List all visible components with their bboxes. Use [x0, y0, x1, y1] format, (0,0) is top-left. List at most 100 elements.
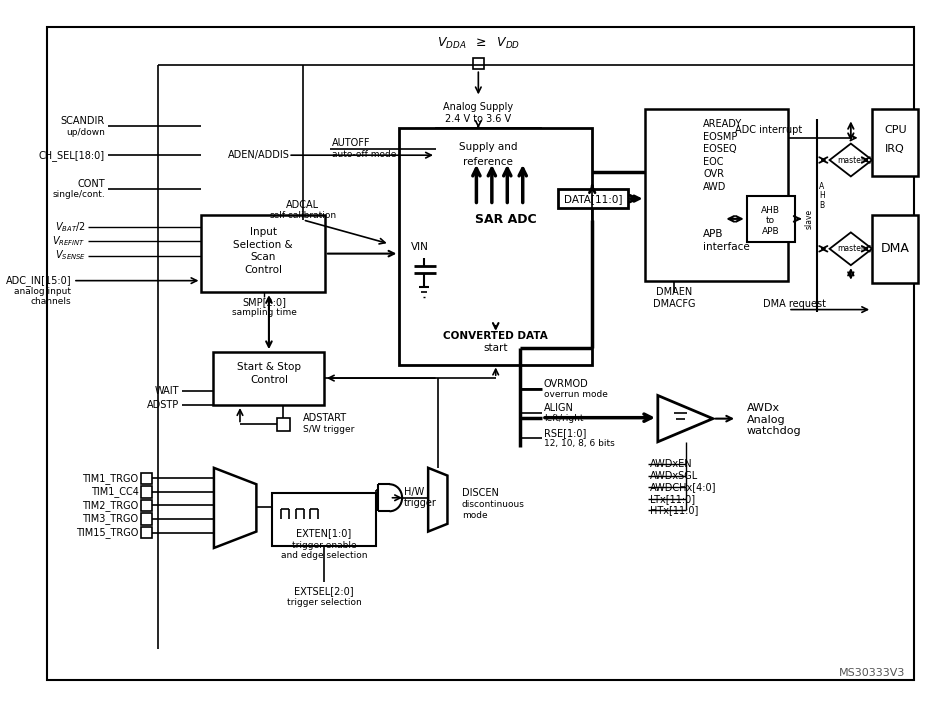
Text: AREADY: AREADY [702, 119, 741, 129]
Text: $V_{REFINT}$: $V_{REFINT}$ [52, 234, 85, 248]
Text: ADC_IN[15:0]: ADC_IN[15:0] [6, 275, 71, 286]
Text: interface: interface [702, 242, 749, 252]
Bar [140, 527, 152, 538]
Bar [871, 215, 918, 283]
Bar [213, 352, 324, 405]
Text: AWDxEN: AWDxEN [650, 459, 692, 469]
Text: DMA: DMA [880, 243, 909, 255]
Text: 2.4 V to 3.6 V: 2.4 V to 3.6 V [445, 114, 510, 124]
Text: DATA[11:0]: DATA[11:0] [563, 194, 622, 204]
Text: AWDCHx[4:0]: AWDCHx[4:0] [650, 482, 715, 492]
Text: master: master [836, 156, 863, 165]
Text: HTx[11:0]: HTx[11:0] [650, 506, 698, 515]
Text: LTx[11:0]: LTx[11:0] [650, 493, 694, 503]
Text: start: start [483, 343, 508, 354]
Text: ADEN/ADDIS: ADEN/ADDIS [228, 150, 290, 160]
Text: CONT: CONT [77, 179, 105, 189]
Text: ADCAL: ADCAL [286, 200, 319, 211]
Text: CPU: CPU [883, 125, 906, 135]
Bar [399, 128, 591, 365]
Bar [558, 189, 627, 209]
Bar [140, 473, 152, 484]
Text: ADSTP: ADSTP [147, 400, 179, 410]
Text: S/W trigger: S/W trigger [303, 425, 354, 434]
Text: Scan: Scan [251, 252, 276, 262]
Text: trigger selection: trigger selection [286, 598, 361, 607]
Bar [140, 513, 152, 525]
Text: OVRMOD: OVRMOD [544, 379, 588, 389]
Text: TIM15_TRGO: TIM15_TRGO [76, 527, 138, 538]
Text: EXTEN[1:0]: EXTEN[1:0] [296, 528, 351, 539]
Text: up/down: up/down [66, 127, 105, 136]
Text: Selection &: Selection & [233, 240, 292, 250]
Text: $V_{BAT}$/2: $V_{BAT}$/2 [55, 220, 85, 233]
Text: auto-off mode: auto-off mode [331, 150, 395, 159]
Text: TIM1_TRGO: TIM1_TRGO [83, 473, 138, 484]
Text: $V_{DDA}$  $\geq$  $V_{DD}$: $V_{DDA}$ $\geq$ $V_{DD}$ [436, 35, 520, 51]
Text: APB: APB [761, 227, 779, 236]
Text: VIN: VIN [410, 242, 428, 252]
Text: APB: APB [702, 229, 723, 240]
Bar [435, 128, 539, 191]
Bar [272, 493, 376, 546]
Text: Control: Control [250, 375, 288, 385]
Text: SAR ADC: SAR ADC [474, 214, 535, 226]
Text: Control: Control [244, 265, 282, 275]
Text: reference: reference [462, 157, 512, 167]
Text: slave: slave [804, 209, 813, 229]
Text: RSE[1:0]: RSE[1:0] [544, 428, 586, 438]
Text: Analog: Analog [746, 414, 784, 425]
Text: TIM2_TRGO: TIM2_TRGO [83, 500, 138, 511]
Text: master: master [836, 245, 863, 253]
Text: ADC interrupt: ADC interrupt [734, 125, 802, 135]
Text: SCANDIR: SCANDIR [60, 117, 105, 127]
Text: self-calibration: self-calibration [269, 211, 336, 221]
Text: DISCEN: DISCEN [461, 488, 498, 498]
Text: $V_{SENSE}$: $V_{SENSE}$ [55, 249, 85, 262]
Text: mode: mode [461, 510, 487, 520]
Text: B: B [818, 201, 823, 210]
Text: to: to [766, 216, 775, 226]
Text: CH_SEL[18:0]: CH_SEL[18:0] [39, 150, 105, 160]
Text: overrun mode: overrun mode [544, 390, 607, 399]
Text: WAIT: WAIT [155, 385, 179, 396]
Text: IRQ: IRQ [884, 144, 904, 154]
Text: AWDxSGL: AWDxSGL [650, 471, 698, 481]
Bar [140, 486, 152, 498]
Text: H/W: H/W [404, 487, 424, 497]
Text: TIM3_TRGO: TIM3_TRGO [83, 513, 138, 525]
Text: OVR: OVR [702, 170, 724, 180]
Text: DMACFG: DMACFG [652, 299, 695, 309]
Text: ADSTART: ADSTART [303, 413, 346, 423]
Text: EOSEQ: EOSEQ [702, 144, 736, 154]
Text: and edge selection: and edge selection [280, 551, 367, 560]
Text: AWDx: AWDx [746, 403, 779, 413]
Bar [871, 109, 918, 177]
Bar [140, 500, 152, 511]
Bar [277, 418, 290, 431]
Bar [472, 58, 483, 69]
Text: EXTSEL[2:0]: EXTSEL[2:0] [294, 586, 354, 597]
Text: Supply and: Supply and [458, 143, 517, 153]
Text: trigger: trigger [404, 498, 436, 508]
Text: trigger enable: trigger enable [291, 541, 355, 549]
Text: Analog Supply: Analog Supply [443, 102, 513, 112]
Bar [201, 215, 325, 292]
Bar [746, 196, 794, 242]
Text: EOSMP: EOSMP [702, 132, 737, 142]
Text: DMA request: DMA request [763, 299, 826, 309]
Bar [645, 109, 787, 281]
Text: TIM1_CC4: TIM1_CC4 [91, 486, 138, 498]
Text: MS30333V3: MS30333V3 [838, 668, 904, 679]
Text: Start & Stop: Start & Stop [237, 363, 301, 373]
Text: CONVERTED DATA: CONVERTED DATA [443, 331, 548, 341]
Text: AHB: AHB [760, 206, 780, 215]
Text: 12, 10, 8, 6 bits: 12, 10, 8, 6 bits [544, 439, 614, 448]
Text: left/right: left/right [544, 414, 583, 423]
Text: watchdog: watchdog [746, 426, 800, 436]
Text: discontinuous: discontinuous [461, 500, 524, 509]
Text: channels: channels [31, 298, 71, 306]
Text: DMAEN: DMAEN [655, 287, 691, 297]
Text: A: A [818, 182, 824, 191]
Text: ALIGN: ALIGN [544, 403, 574, 413]
